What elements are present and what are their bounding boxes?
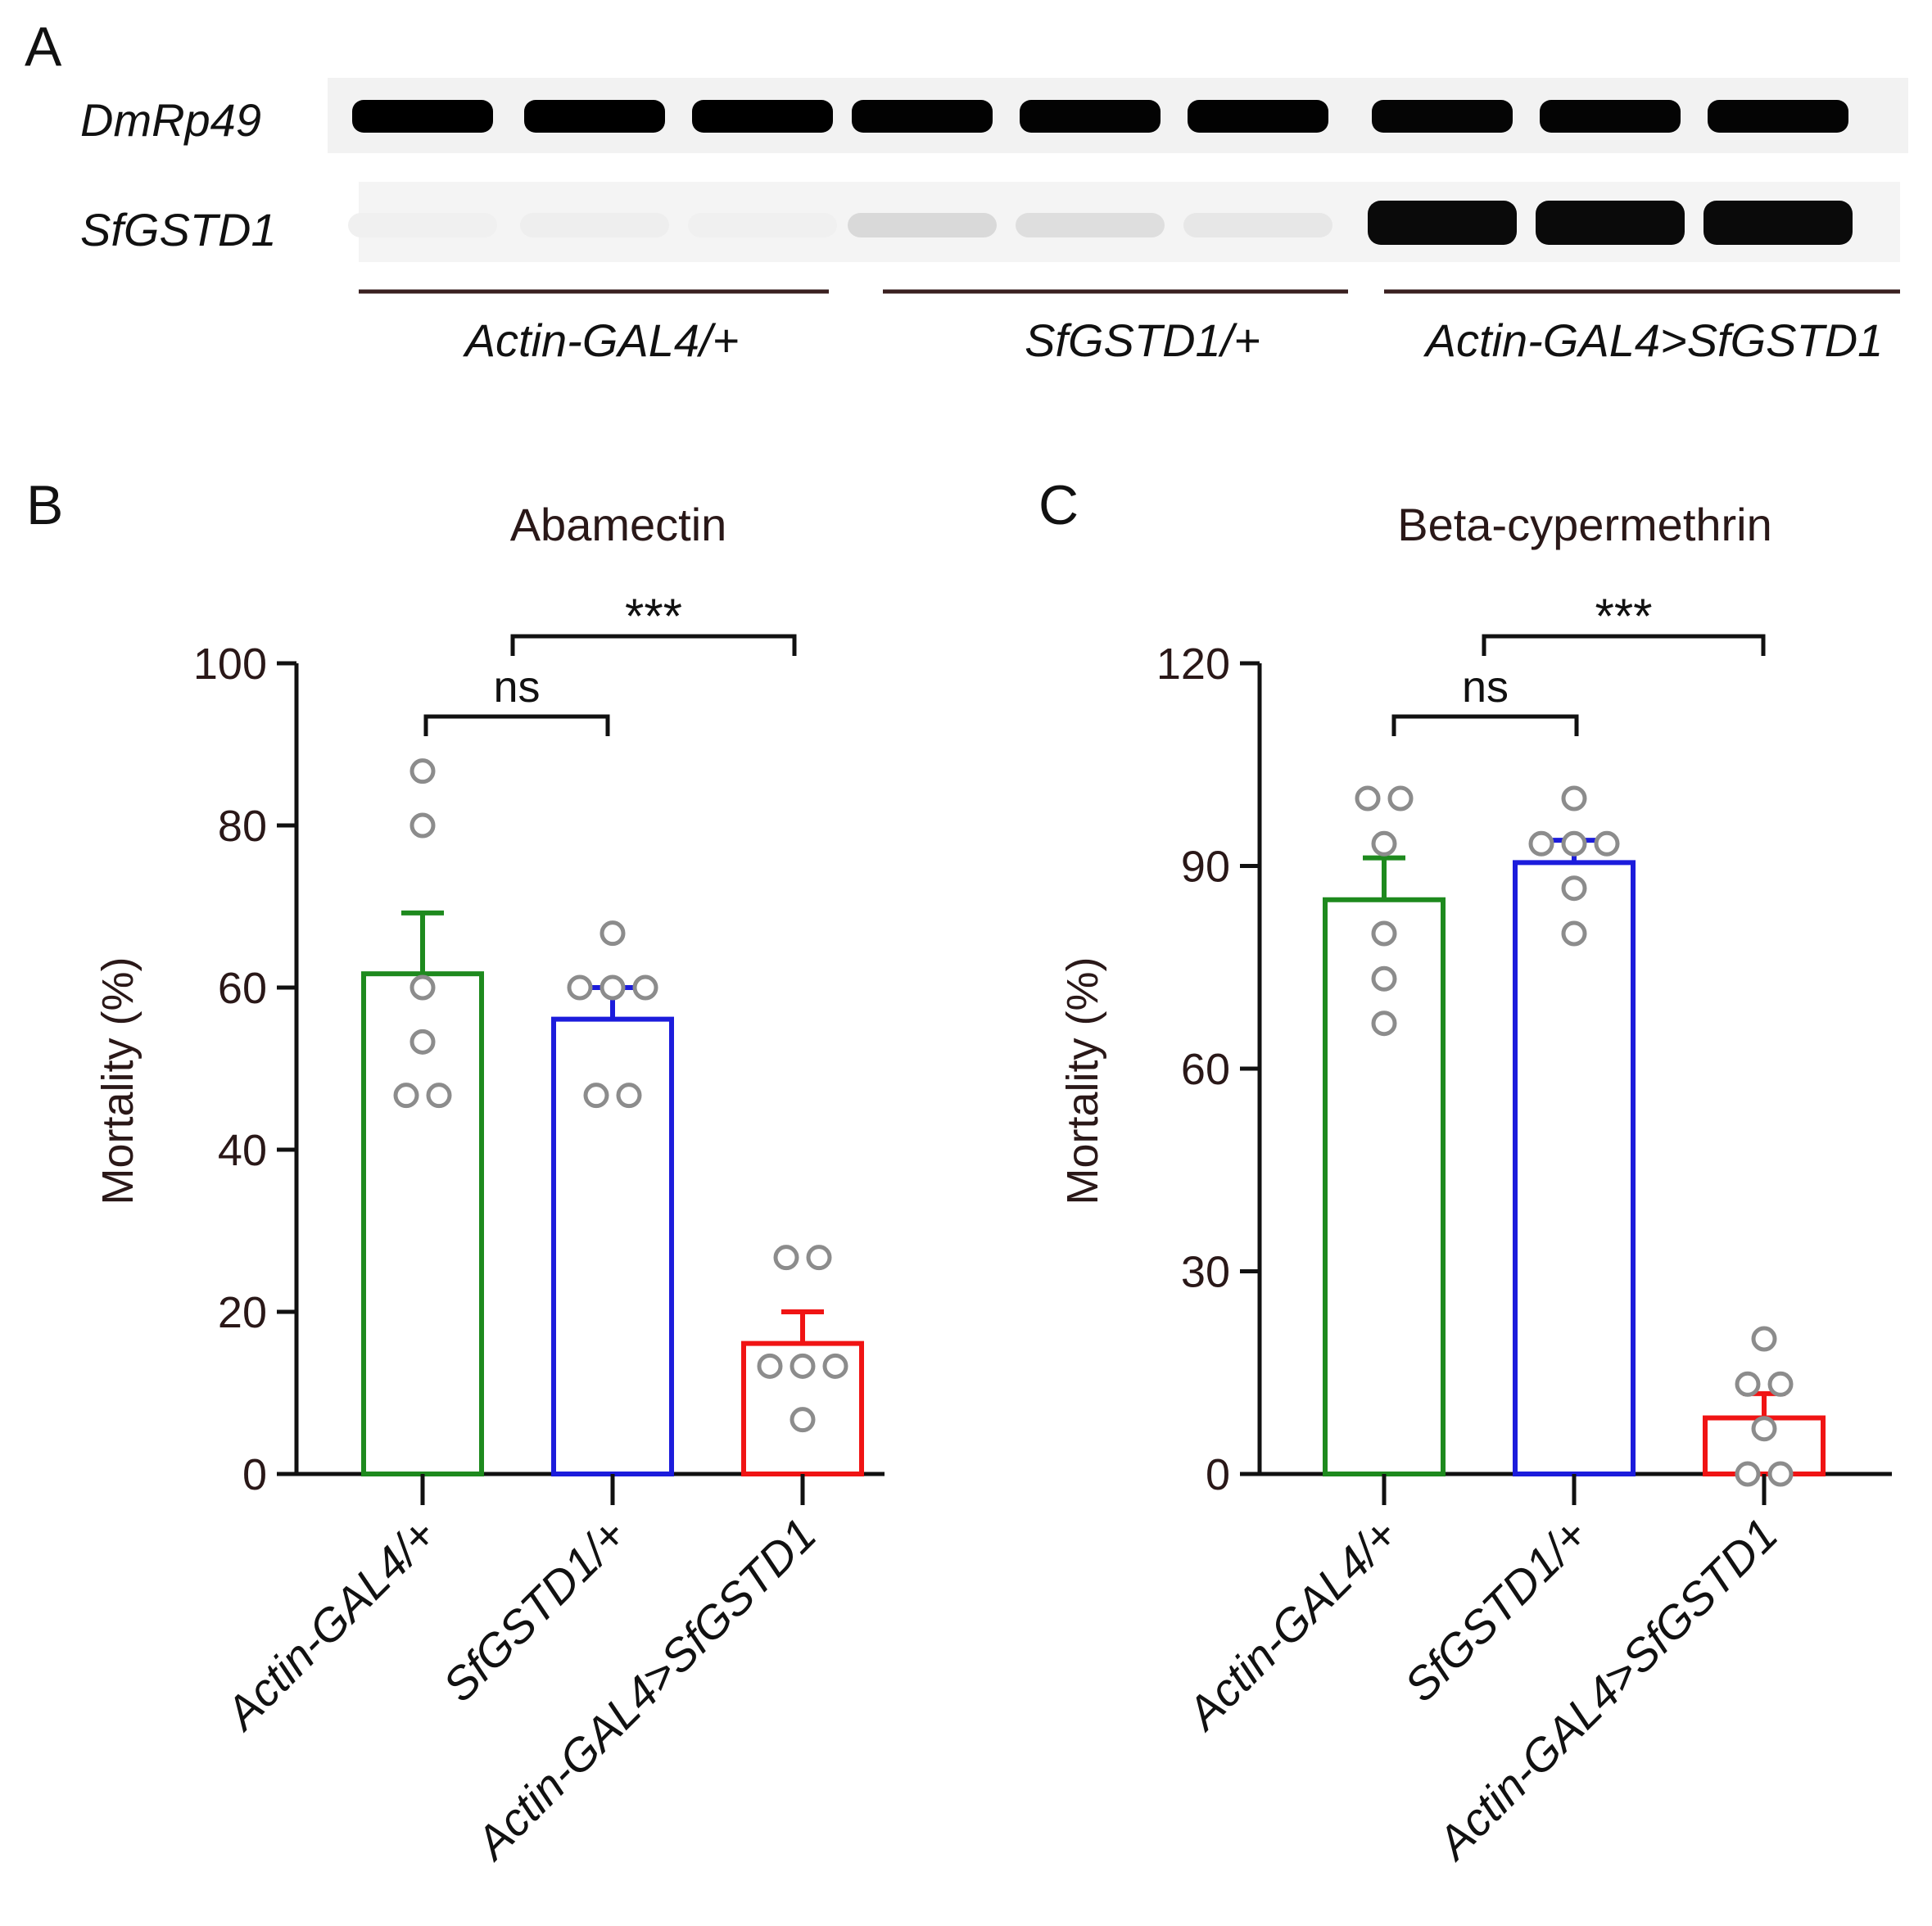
data-point [1561,785,1587,812]
data-point [567,974,593,1001]
y-tick-label: 20 [218,1288,267,1337]
bar-2 [1513,860,1636,1476]
data-point [757,1353,783,1379]
data-point [806,1245,832,1271]
data-point [600,974,626,1001]
data-point [632,974,658,1001]
data-point [1767,1371,1794,1397]
significance-bracket-2 [1482,634,1766,656]
band-sfgstd1-lane-6 [1183,213,1332,237]
group-label-2: SfGSTD1/+ [1025,314,1260,366]
band-sfgstd1-lane-3 [688,213,837,237]
band-dmrp49-lane-3 [692,100,833,133]
band-dmrp49-lane-6 [1188,100,1328,133]
band-dmrp49-lane-9 [1708,100,1848,133]
data-point [1561,875,1587,902]
x-tick-label-2: SfGSTD1/+ [1394,1508,1597,1711]
chart-b-title: Abamectin [510,499,727,550]
data-point [1751,1326,1777,1352]
x-tick-label-1: Actin-GAL4/+ [214,1508,446,1740]
data-point [600,920,626,947]
band-sfgstd1-lane-5 [1016,213,1165,237]
data-point [1767,1461,1794,1487]
panel-a-gel: A DmRp49 SfGSTD1 Actin-GAL4/+ SfGSTD1/+ … [25,16,1908,366]
chart-b-ylabel: Mortality (%) [93,956,143,1205]
band-dmrp49-lane-1 [352,100,493,133]
data-point [409,1029,436,1055]
data-point [822,1353,848,1379]
data-point [1735,1461,1761,1487]
band-sfgstd1-lane-7 [1368,201,1517,245]
y-tick-label: 80 [218,802,267,851]
y-tick-label: 120 [1156,640,1230,689]
y-tick-label: 40 [218,1126,267,1175]
significance-label-2: *** [1595,589,1652,644]
chart-c-title: Beta-cypermethrin [1397,499,1772,550]
data-point [616,1083,642,1109]
bar-1 [361,971,484,1477]
data-point [1355,785,1381,812]
y-tick-label: 90 [1181,843,1230,892]
data-point [1751,1416,1777,1442]
group-label-1: Actin-GAL4/+ [463,314,740,366]
significance-bracket-1 [1391,714,1579,736]
band-sfgstd1-lane-4 [848,213,997,237]
data-point [1371,920,1397,947]
data-point [1561,920,1587,947]
data-point [1387,785,1414,812]
gene-label-dmrp49: DmRp49 [80,94,261,146]
band-dmrp49-lane-2 [524,100,665,133]
bar-2 [551,1016,674,1476]
y-tick-label: 0 [1206,1450,1230,1499]
data-point [409,758,436,784]
data-point [1594,830,1620,857]
band-dmrp49-lane-5 [1020,100,1161,133]
x-tick-label-1: Actin-GAL4/+ [1175,1508,1407,1740]
data-point [426,1083,452,1109]
band-dmrp49-lane-8 [1540,100,1681,133]
x-tick-label-3: Actin-GAL4>SfGSTD1 [464,1508,826,1870]
data-point [1735,1371,1761,1397]
significance-label-2: *** [625,589,682,644]
group-label-3: Actin-GAL4>SfGSTD1 [1423,314,1884,366]
panel-a-letter: A [25,16,62,78]
band-sfgstd1-lane-9 [1704,201,1853,245]
y-tick-label: 30 [1181,1248,1230,1297]
y-tick-label: 60 [218,964,267,1013]
y-tick-label: 60 [1181,1045,1230,1094]
y-tick-label: 100 [193,640,267,689]
data-point [409,974,436,1001]
data-point [773,1245,799,1271]
data-point [1561,830,1587,857]
panel-b-letter: B [26,474,63,536]
data-point [1371,830,1397,857]
band-dmrp49-lane-7 [1372,100,1513,133]
panel-c-letter: C [1038,474,1079,536]
band-dmrp49-lane-4 [852,100,993,133]
y-tick-label: 0 [242,1450,267,1499]
data-point [1371,965,1397,992]
data-point [1371,1010,1397,1037]
significance-bracket-1 [423,714,610,736]
significance-label-1: ns [493,662,540,712]
significance-bracket-2 [510,634,797,656]
band-sfgstd1-lane-1 [348,213,497,237]
x-tick-label-2: SfGSTD1/+ [432,1508,636,1711]
band-sfgstd1-lane-8 [1536,201,1685,245]
chart-c-ylabel: Mortality (%) [1058,956,1107,1205]
data-point [790,1353,816,1379]
panel-c-chart: C Beta-cypermethrin Mortality (%) 0 30 60 9… [1038,474,1892,1870]
panel-b-chart: B Abamectin Mortality (%) 0 20 40 60 80 100 Ac… [26,474,885,1870]
x-tick-label-3: Actin-GAL4>SfGSTD1 [1426,1508,1788,1870]
data-point [409,812,436,839]
data-point [583,1083,609,1109]
significance-label-1: ns [1462,662,1509,712]
data-point [393,1083,419,1109]
band-sfgstd1-lane-2 [520,213,669,237]
gene-label-sfgstd1: SfGSTD1 [80,204,277,255]
data-point [1528,830,1554,857]
data-point [790,1407,816,1433]
